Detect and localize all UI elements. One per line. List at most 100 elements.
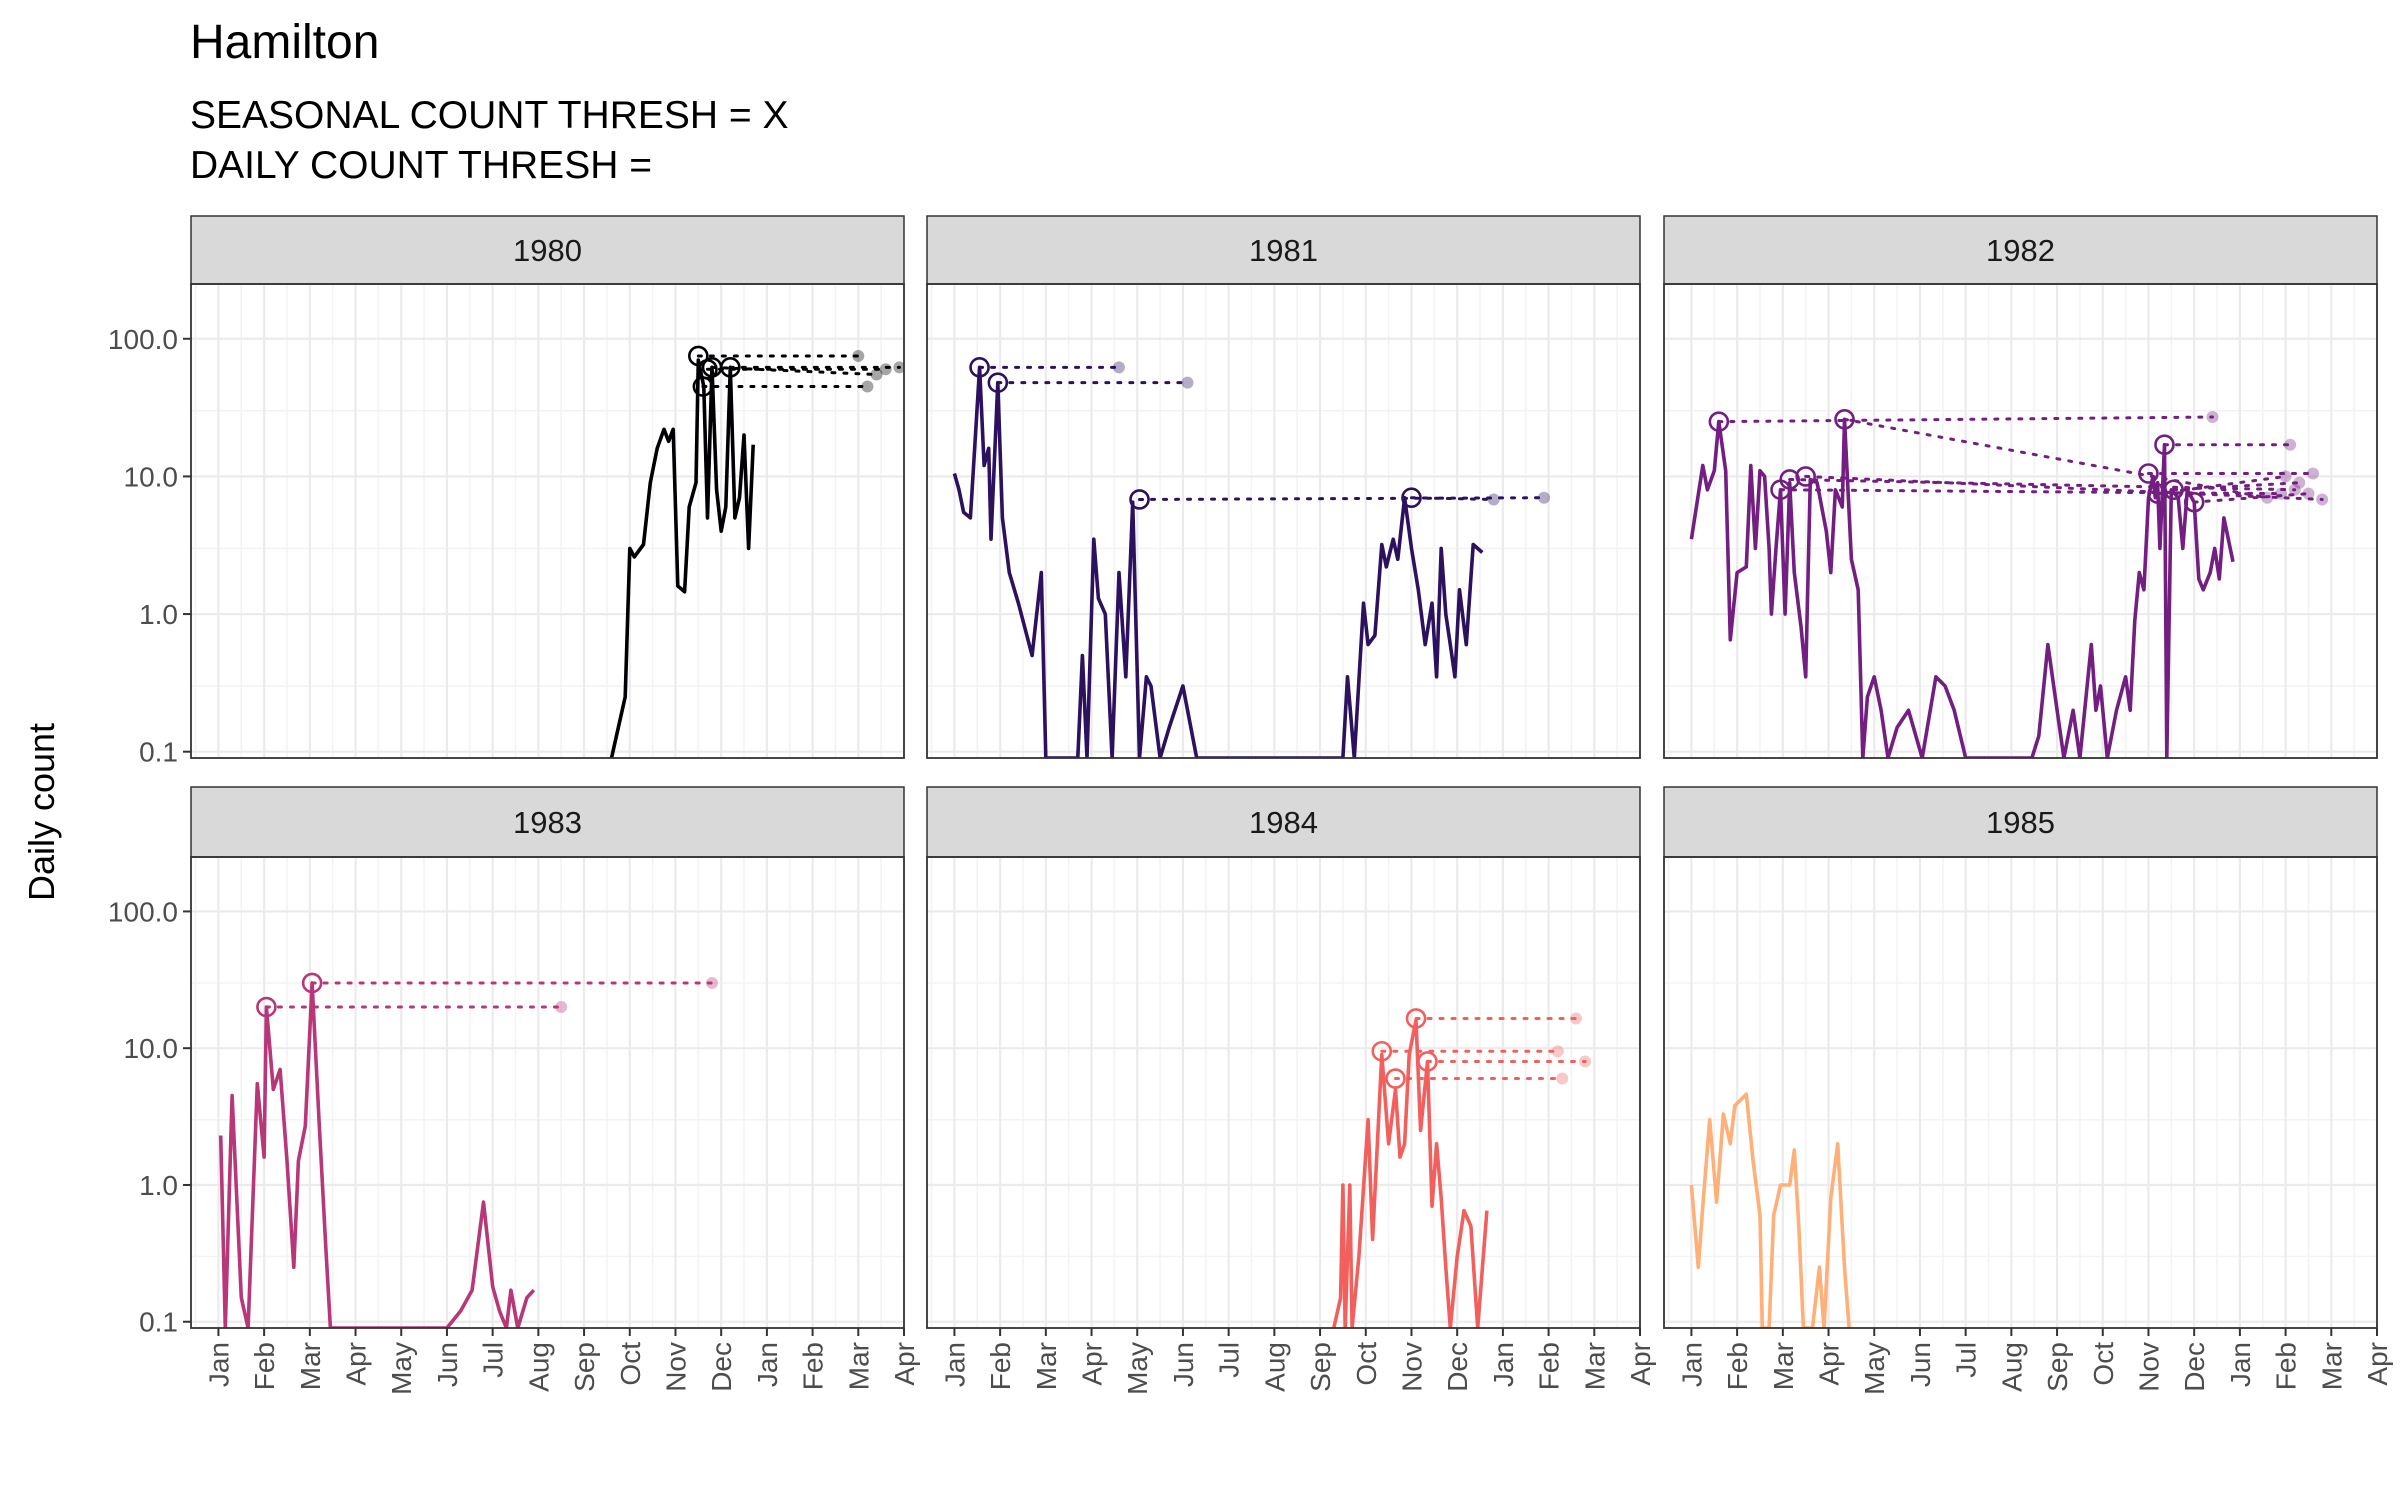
x-tick-label: Jan [752,1342,783,1387]
facet-strip-label: 1985 [1986,805,2055,840]
x-tick-label: Mar [1768,1342,1799,1390]
facet-panels: 1980 0.1 1.0 10.0 100.0 1981 1982 1983 0.1 1.0 10.… [108,215,2393,1395]
daily-count-line [1689,417,2235,758]
panel-data [609,345,904,758]
peak-marker [1129,489,1150,510]
peak-marker [1834,408,1855,430]
peak-end-dot [870,368,883,381]
panel-border [1663,856,2378,1329]
x-tick-label: Feb [985,1342,1016,1390]
x-tick-label: May [1859,1342,1890,1395]
x-tick-label: Jan [939,1342,970,1387]
x-tick-label: Jun [432,1342,463,1387]
peak-end-dot [555,1001,568,1014]
peak-marker [1385,1068,1406,1089]
x-tick-label: Jan [203,1342,234,1387]
y-tick-label: 10.0 [124,1033,179,1064]
panel-background [191,857,904,1328]
peak-connector [2192,492,2310,504]
x-tick-label: Apr [1077,1342,1108,1386]
x-tick-label: May [1122,1342,1153,1395]
daily-count-line [218,981,536,1328]
x-tick-label: Aug [1259,1342,1290,1392]
panel-border [926,856,1641,1329]
peak-connector [1843,417,2269,500]
panel-border [190,283,905,759]
facet-panel-1985: 1985 Jan Feb Mar Apr May Jun Jul Aug Sep Oct Nov Dec… [1663,786,2393,1395]
peak-end-dot [1487,493,1500,506]
peak-marker [1417,1051,1438,1072]
x-tick-label: Mar [843,1342,874,1390]
peak-end-dot [1570,1012,1583,1025]
x-tick-label: Dec [706,1342,737,1392]
peak-marker [1371,1040,1393,1062]
peak-marker [256,996,277,1018]
x-tick-label: Oct [1351,1342,1382,1386]
x-tick-label: Sep [2042,1342,2073,1392]
peak-end-dot [2279,470,2292,483]
x-tick-label: Nov [660,1342,691,1392]
peak-connector [1409,496,1496,501]
x-tick-label: Jan [2225,1342,2256,1387]
facet-strip-label: 1981 [1249,233,1318,268]
x-tick-label: Apr [341,1342,372,1386]
panel-background [927,284,1640,758]
peak-marker [720,357,741,378]
peak-end-dot [2284,438,2297,451]
facet-strip-label: 1980 [513,233,582,268]
y-tick-label: 1.0 [139,599,178,630]
facet-strip-label: 1983 [513,805,582,840]
x-tick-label: Jan [1488,1342,1519,1387]
x-tick-label: Feb [798,1342,829,1390]
peak-marker [2163,479,2184,501]
peak-connector [1779,488,2283,496]
chart-subtitle-line-2: DAILY COUNT THRESH = [190,144,652,187]
panel-data [1689,1092,1851,1328]
x-tick-label: Oct [615,1342,646,1386]
y-tick-label: 100.0 [108,324,178,355]
peak-end-dot [852,349,865,362]
facet-panel-1980: 1980 0.1 1.0 10.0 100.0 [108,215,906,768]
x-tick-label: Jul [1951,1342,1982,1378]
x-tick-label: Dec [2179,1342,2210,1392]
peak-end-dot [1538,491,1551,504]
chart-subtitle-line-1: SEASONAL COUNT THRESH = X [190,94,789,137]
peak-marker [987,372,1009,393]
x-tick-label: Apr [1625,1342,1656,1386]
peak-marker [969,357,990,378]
y-tick-label: 10.0 [124,461,179,492]
peak-end-dot [879,363,892,376]
peak-end-dot [861,380,874,393]
peak-marker [1708,411,1730,432]
panel-data [1689,408,2329,758]
x-tick-label: May [386,1342,417,1395]
x-tick-label: Feb [249,1342,280,1390]
peak-end-dot [2316,493,2329,506]
x-tick-label: Feb [1534,1342,1565,1390]
peak-end-dot [1551,1045,1564,1058]
peak-end-dot [893,361,904,374]
peak-marker [1779,469,1800,490]
y-tick-label: 0.1 [139,1307,178,1338]
x-tick-label: Dec [1442,1342,1473,1392]
peak-end-dot [2307,467,2320,480]
x-tick-label: Apr [889,1342,920,1386]
x-tick-label: Aug [523,1342,554,1392]
facet-strip [926,215,1641,285]
daily-count-line [609,358,755,758]
x-tick-label: Apr [2362,1342,2393,1386]
chart-title: Hamilton [190,16,379,69]
panel-data [1332,1008,1592,1328]
y-tick-label: 1.0 [139,1170,178,1201]
x-tick-label: Jul [1214,1342,1245,1378]
peak-marker [2183,491,2205,513]
peak-marker [1405,1008,1427,1029]
peak-end-dot [1579,1055,1592,1068]
x-tick-label: Mar [1031,1342,1062,1390]
x-tick-label: Mar [1579,1342,1610,1390]
x-tick-label: Jan [1676,1342,1707,1387]
peak-end-dot [706,976,719,989]
y-tick-label: 100.0 [108,896,178,927]
peak-connector [2172,481,2301,492]
